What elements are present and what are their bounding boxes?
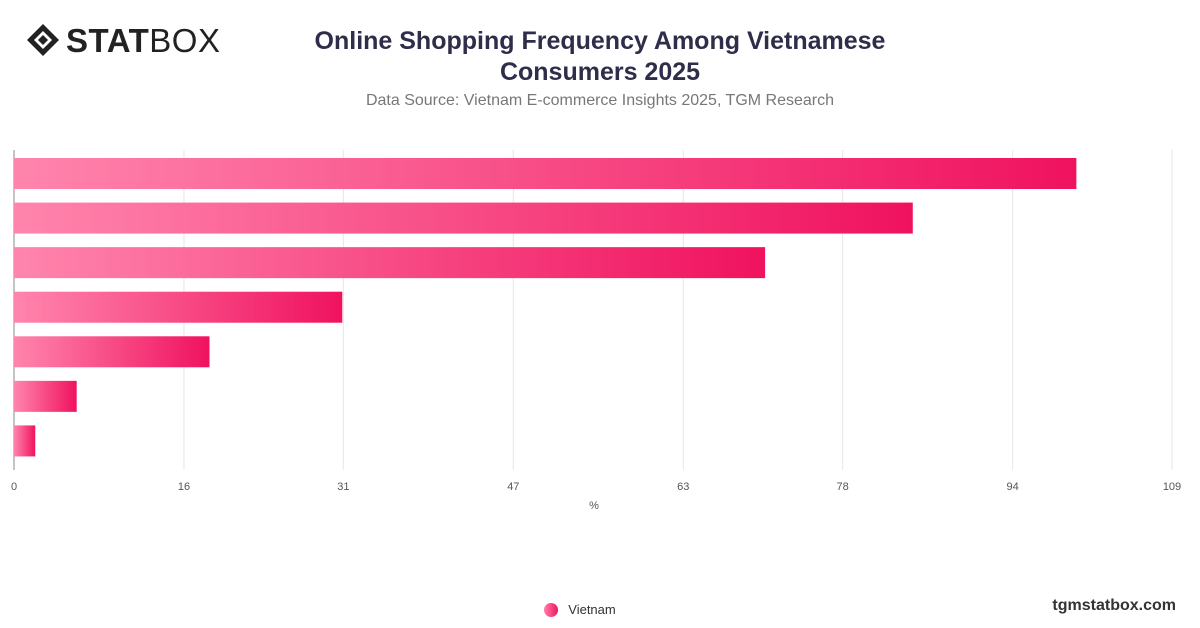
x-tick-label: 31 [337, 481, 349, 493]
legend[interactable]: Vietnam [0, 602, 1200, 617]
chart-title: Online Shopping Frequency Among Vietname… [314, 27, 886, 86]
x-axis-ticks: 0 16 31 47 63 78 94 109 [11, 481, 1181, 493]
bar[interactable] [14, 291, 343, 323]
bar[interactable] [14, 158, 1077, 189]
legend-swatch [544, 602, 559, 617]
bar[interactable] [14, 425, 36, 457]
x-tick-label: 94 [1007, 481, 1019, 493]
site-url[interactable]: tgmstatbox.com [1052, 597, 1176, 614]
legend-label: Vietnam [568, 602, 616, 617]
logo-wordmark: STATBOX [66, 21, 221, 59]
x-tick-label: 63 [677, 481, 689, 493]
bar[interactable] [14, 247, 766, 279]
bars [14, 158, 1077, 457]
diamond-logo-icon [27, 24, 59, 56]
x-tick-label: 47 [507, 481, 519, 493]
bar[interactable] [14, 336, 210, 368]
x-tick-label: 16 [178, 481, 190, 493]
x-tick-label: 109 [1163, 481, 1181, 493]
bar[interactable] [14, 202, 913, 234]
statbox-logo[interactable]: STATBOX [26, 22, 220, 58]
bar[interactable] [14, 380, 77, 412]
x-tick-label: 78 [837, 481, 849, 493]
x-axis-label: % [589, 500, 599, 512]
chart-subtitle: Data Source: Vietnam E-commerce Insights… [365, 92, 835, 109]
x-tick-label: 0 [11, 481, 17, 493]
